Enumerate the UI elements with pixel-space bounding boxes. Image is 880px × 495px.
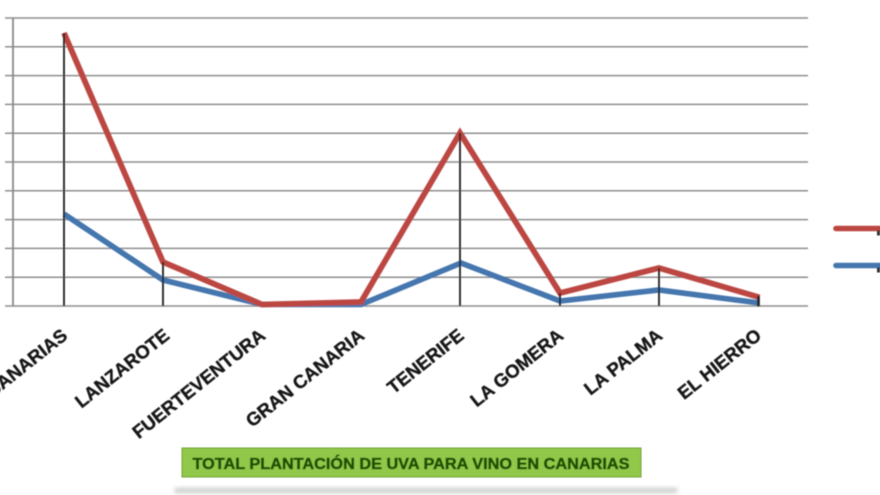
- svg-text:LA GOMERA: LA GOMERA: [466, 324, 567, 410]
- svg-text:TOTAL PLANTACIÓN DE UVA PARA V: TOTAL PLANTACIÓN DE UVA PARA VINO EN CAN…: [193, 455, 630, 473]
- svg-text:TENERIFE: TENERIFE: [383, 324, 468, 397]
- svg-text:EL HIERRO: EL HIERRO: [673, 324, 765, 403]
- svg-text:LANZAROTE: LANZAROTE: [71, 324, 173, 411]
- svg-text:CANARIAS: CANARIAS: [0, 324, 71, 401]
- svg-text:LA PALMA: LA PALMA: [580, 324, 666, 399]
